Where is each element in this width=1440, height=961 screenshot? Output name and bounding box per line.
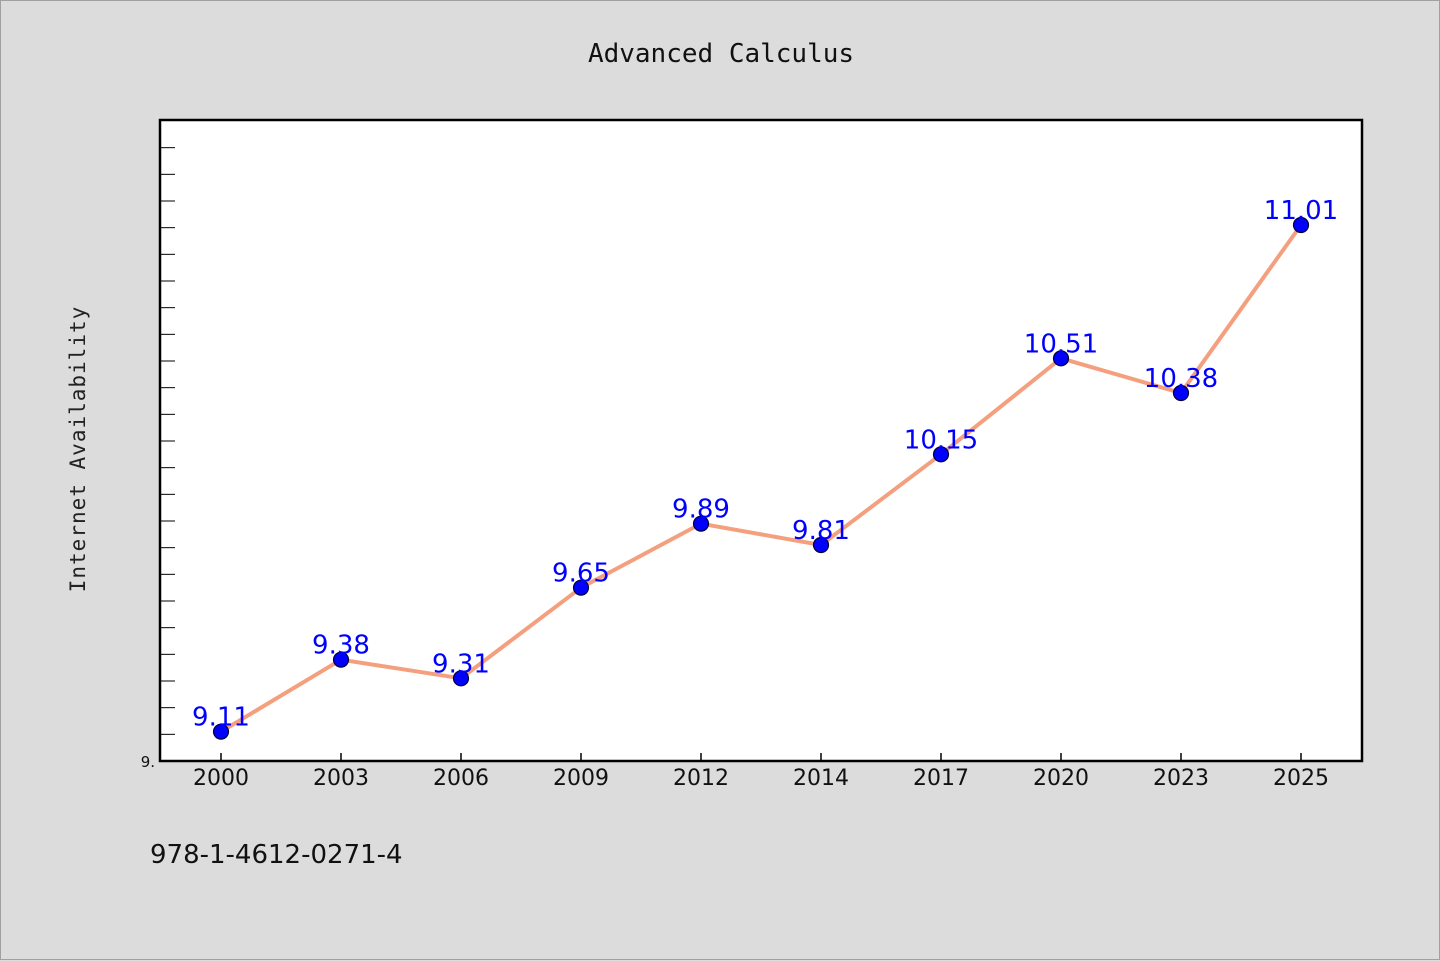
x-axis-ticks: 2000 2003 2006 2009 2012 2014 2017 2020 2023 2025 <box>193 753 1329 791</box>
x-tick-label: 2017 <box>913 766 969 791</box>
isbn-footer: 978-1-4612-0271-4 <box>150 840 403 870</box>
data-point-label: 9.38 <box>312 631 370 661</box>
plot-area <box>158 118 1364 763</box>
data-point-label: 9.11 <box>192 703 250 733</box>
chart-title: Advanced Calculus <box>588 39 854 69</box>
x-tick-label: 2006 <box>433 766 489 791</box>
data-point-marker <box>1292 216 1310 234</box>
x-tick-label: 2000 <box>193 766 249 791</box>
data-point-marker <box>1172 384 1190 402</box>
x-tick-label: 2025 <box>1273 766 1329 791</box>
series-layer: 9.11 9.38 9.31 9.65 9.89 9.81 10.15 10.51 10.38 1… <box>192 196 1338 740</box>
y-tick-label: 9. <box>141 753 155 771</box>
data-point-marker <box>1052 350 1070 367</box>
data-point-marker <box>212 723 230 740</box>
x-tick-label: 2023 <box>1153 766 1209 791</box>
data-point-label: 9.81 <box>792 516 850 546</box>
x-tick-label: 2009 <box>553 766 609 791</box>
data-point-marker <box>812 536 830 554</box>
data-point-label: 10.38 <box>1144 364 1218 394</box>
x-tick-label: 2020 <box>1033 766 1089 791</box>
data-point-label: 10.51 <box>1024 329 1098 359</box>
series-line <box>219 223 1303 734</box>
data-point-marker <box>572 579 590 596</box>
data-point-label: 9.65 <box>552 559 610 589</box>
data-point-label: 9.89 <box>672 495 730 525</box>
data-point-label: 9.31 <box>432 649 490 679</box>
data-point-marker <box>332 651 350 668</box>
data-point-marker <box>452 670 470 687</box>
data-point-label: 11.01 <box>1264 196 1338 226</box>
data-point-marker <box>932 446 950 463</box>
x-tick-label: 2012 <box>673 766 729 791</box>
y-axis-ticks <box>161 147 175 735</box>
data-point-label: 10.15 <box>904 425 978 455</box>
x-tick-label: 2003 <box>313 766 369 791</box>
data-point-marker <box>692 515 710 532</box>
x-tick-label: 2014 <box>793 766 849 791</box>
y-axis-label: Internet Availability <box>66 306 90 593</box>
